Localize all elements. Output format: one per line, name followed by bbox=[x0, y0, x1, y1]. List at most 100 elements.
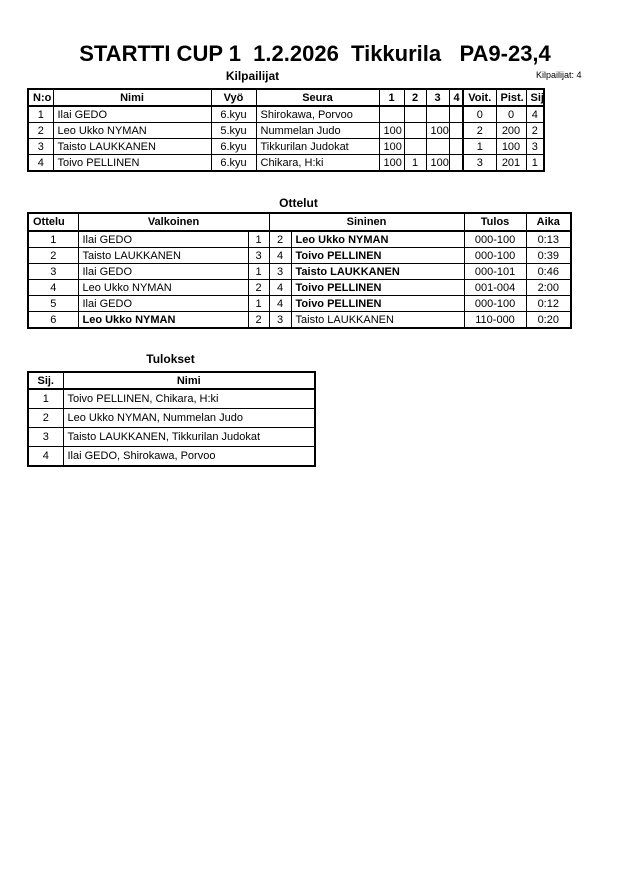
round1-score: 100 bbox=[378, 122, 405, 139]
match-time: 2:00 bbox=[525, 279, 572, 296]
match-row: 1 Ilai GEDO 1 2 Leo Ukko NYMAN 000-100 0… bbox=[27, 230, 572, 248]
col-header-points: Pist. bbox=[495, 88, 527, 107]
blue-competitor-number: 4 bbox=[268, 247, 292, 264]
col-header-club: Seura bbox=[255, 88, 380, 107]
col-header-no: N:o bbox=[27, 88, 54, 107]
white-competitor-number: 2 bbox=[247, 311, 270, 329]
matches-header-row: Ottelu Valkoinen Sininen Tulos Aika bbox=[27, 212, 572, 232]
results-table: Sij. Nimi 1 Toivo PELLINEN, Chikara, H:k… bbox=[27, 371, 316, 467]
competitor-belt: 6.kyu bbox=[210, 105, 257, 123]
competitor-belt: 6.kyu bbox=[210, 154, 257, 172]
round2-score bbox=[403, 105, 427, 123]
col-header-time: Aika bbox=[525, 212, 572, 232]
results-header-row: Sij. Nimi bbox=[27, 371, 316, 390]
match-row: 3 Ilai GEDO 1 3 Taisto LAUKKANEN 000-101… bbox=[27, 263, 572, 280]
competitor-no: 1 bbox=[27, 105, 54, 123]
blue-competitor-number: 2 bbox=[268, 230, 292, 248]
results-section-label: Tulokset bbox=[146, 352, 195, 366]
competitor-row: 4 Toivo PELLINEN 6.kyu Chikara, H:ki 100… bbox=[27, 154, 545, 172]
match-row: 2 Taisto LAUKKANEN 3 4 Toivo PELLINEN 00… bbox=[27, 247, 572, 264]
match-row: 6 Leo Ukko NYMAN 2 3 Taisto LAUKKANEN 11… bbox=[27, 311, 572, 329]
col-header-wins: Voit. bbox=[462, 88, 497, 107]
blue-competitor-number: 3 bbox=[268, 311, 292, 329]
competitor-name: Taisto LAUKKANEN bbox=[52, 138, 212, 155]
competitor-points: 100 bbox=[495, 138, 527, 155]
match-row: 4 Leo Ukko NYMAN 2 4 Toivo PELLINEN 001-… bbox=[27, 279, 572, 296]
competitors-header-row: N:o Nimi Vyö Seura 1 2 3 4 Voit. Pist. S… bbox=[27, 88, 545, 107]
match-no: 6 bbox=[27, 311, 79, 329]
competitor-row: 3 Taisto LAUKKANEN 6.kyu Tikkurilan Judo… bbox=[27, 138, 545, 155]
competitor-points: 201 bbox=[495, 154, 527, 172]
col-header-blue: Sininen bbox=[268, 212, 465, 232]
competitor-club: Chikara, H:ki bbox=[255, 154, 380, 172]
white-competitor-name: Ilai GEDO bbox=[77, 263, 249, 280]
round4-score bbox=[448, 154, 464, 172]
matches-section-label: Ottelut bbox=[279, 196, 318, 210]
competitor-place: 1 bbox=[525, 154, 545, 172]
white-competitor-name: Leo Ukko NYMAN bbox=[77, 279, 249, 296]
white-competitor-number: 1 bbox=[247, 263, 270, 280]
competitor-club: Nummelan Judo bbox=[255, 122, 380, 139]
round3-score bbox=[425, 138, 450, 155]
round4-score bbox=[448, 122, 464, 139]
match-no: 3 bbox=[27, 263, 79, 280]
col-header-name: Nimi bbox=[52, 88, 212, 107]
competitor-points: 0 bbox=[495, 105, 527, 123]
white-competitor-number: 1 bbox=[247, 295, 270, 312]
competitor-wins: 0 bbox=[462, 105, 497, 123]
blue-competitor-number: 4 bbox=[268, 295, 292, 312]
result-place: 2 bbox=[27, 408, 64, 428]
round4-score bbox=[448, 138, 464, 155]
white-competitor-name: Leo Ukko NYMAN bbox=[77, 311, 249, 329]
col-header-round3: 3 bbox=[425, 88, 450, 107]
match-time: 0:46 bbox=[525, 263, 572, 280]
round3-score bbox=[425, 105, 450, 123]
blue-competitor-name: Leo Ukko NYMAN bbox=[290, 230, 465, 248]
competitor-name: Leo Ukko NYMAN bbox=[52, 122, 212, 139]
competitor-points: 200 bbox=[495, 122, 527, 139]
match-result: 000-101 bbox=[463, 263, 527, 280]
white-competitor-number: 2 bbox=[247, 279, 270, 296]
competitor-place: 4 bbox=[525, 105, 545, 123]
competitor-name: Toivo PELLINEN bbox=[52, 154, 212, 172]
competitor-row: 2 Leo Ukko NYMAN 5.kyu Nummelan Judo 100… bbox=[27, 122, 545, 139]
page-title: STARTTI CUP 1 1.2.2026 Tikkurila PA9-23,… bbox=[79, 41, 551, 66]
blue-competitor-number: 3 bbox=[268, 263, 292, 280]
white-competitor-name: Taisto LAUKKANEN bbox=[77, 247, 249, 264]
result-name: Leo Ukko NYMAN, Nummelan Judo bbox=[62, 408, 316, 428]
competitor-wins: 2 bbox=[462, 122, 497, 139]
col-header-round2: 2 bbox=[403, 88, 427, 107]
match-time: 0:12 bbox=[525, 295, 572, 312]
white-competitor-name: Ilai GEDO bbox=[77, 295, 249, 312]
blue-competitor-name: Toivo PELLINEN bbox=[290, 279, 465, 296]
match-time: 0:20 bbox=[525, 311, 572, 329]
blue-competitor-name: Taisto LAUKKANEN bbox=[290, 263, 465, 280]
competitor-row: 1 Ilai GEDO 6.kyu Shirokawa, Porvoo 0 0 … bbox=[27, 105, 545, 123]
match-result: 001-004 bbox=[463, 279, 527, 296]
match-no: 5 bbox=[27, 295, 79, 312]
match-time: 0:13 bbox=[525, 230, 572, 248]
result-row: 3 Taisto LAUKKANEN, Tikkurilan Judokat bbox=[27, 427, 316, 447]
result-name: Toivo PELLINEN, Chikara, H:ki bbox=[62, 388, 316, 409]
blue-competitor-name: Taisto LAUKKANEN bbox=[290, 311, 465, 329]
col-header-result: Tulos bbox=[463, 212, 527, 232]
round3-score: 100 bbox=[425, 154, 450, 172]
match-no: 1 bbox=[27, 230, 79, 248]
competitor-no: 2 bbox=[27, 122, 54, 139]
col-header-white: Valkoinen bbox=[77, 212, 270, 232]
col-header-round1: 1 bbox=[378, 88, 405, 107]
match-no: 2 bbox=[27, 247, 79, 264]
result-name: Taisto LAUKKANEN, Tikkurilan Judokat bbox=[62, 427, 316, 447]
match-result: 000-100 bbox=[463, 247, 527, 264]
match-result: 000-100 bbox=[463, 230, 527, 248]
result-name: Ilai GEDO, Shirokawa, Porvoo bbox=[62, 446, 316, 467]
round4-score bbox=[448, 105, 464, 123]
competitor-wins: 1 bbox=[462, 138, 497, 155]
competitor-no: 4 bbox=[27, 154, 54, 172]
col-header-place: Sij. bbox=[27, 371, 64, 390]
col-header-name: Nimi bbox=[62, 371, 316, 390]
matches-table: Ottelu Valkoinen Sininen Tulos Aika 1 Il… bbox=[27, 212, 573, 329]
blue-competitor-number: 4 bbox=[268, 279, 292, 296]
round1-score: 100 bbox=[378, 154, 405, 172]
blue-competitor-name: Toivo PELLINEN bbox=[290, 295, 465, 312]
